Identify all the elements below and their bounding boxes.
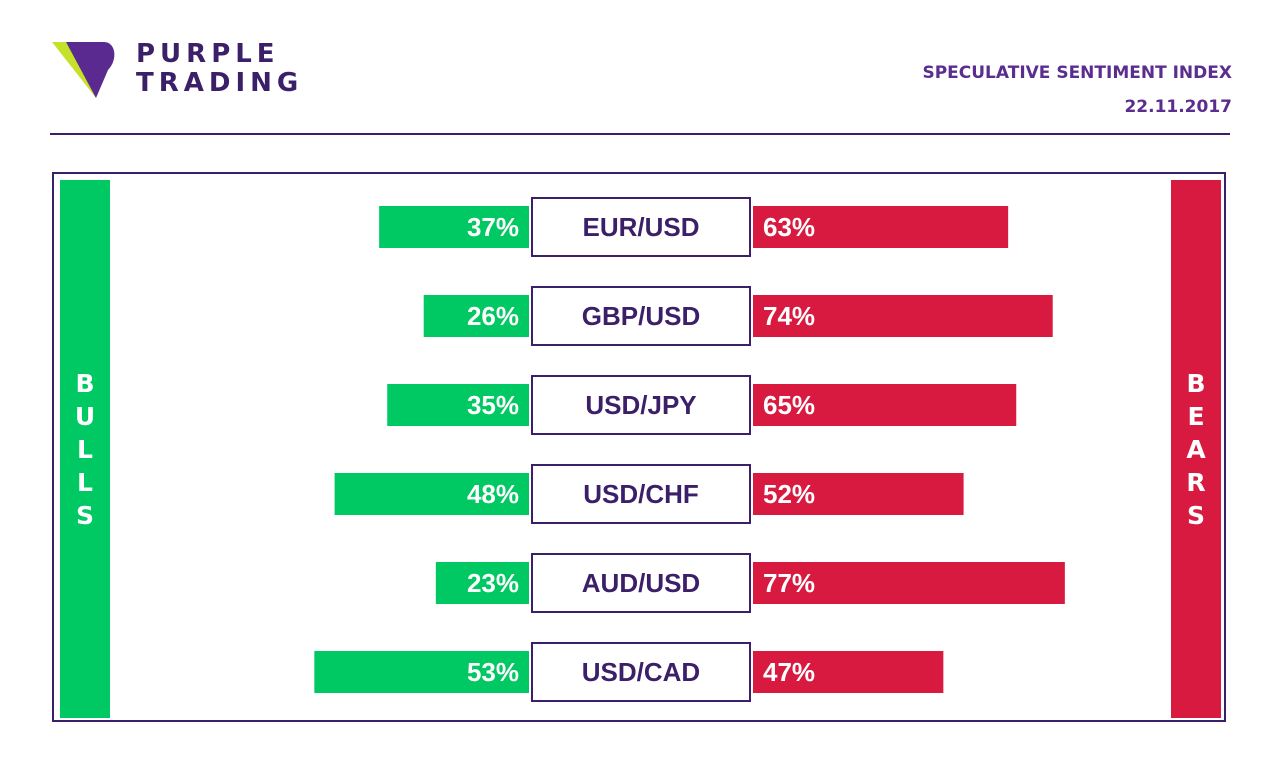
bulls-label-letter: B	[75, 368, 95, 398]
bulls-label-letter: L	[77, 467, 93, 497]
bulls-label-letter: U	[74, 401, 96, 431]
bulls-value-label: 23%	[467, 568, 519, 598]
bulls-bar	[387, 384, 529, 426]
pair-label: GBP/USD	[582, 301, 700, 331]
bears-bar	[753, 473, 964, 515]
bulls-value-label: 53%	[467, 657, 519, 687]
brand-line-2: TRADING	[136, 68, 304, 98]
pair-label: AUD/USD	[582, 568, 700, 598]
logo: PURPLE TRADING	[52, 40, 312, 100]
bears-label-letter: B	[1186, 368, 1206, 398]
page-title: SPECULATIVE SENTIMENT INDEX	[922, 63, 1232, 83]
bulls-bar	[334, 473, 529, 515]
bears-bar	[753, 384, 1017, 426]
pair-label-box	[531, 286, 751, 346]
bears-value-label: 74%	[763, 301, 815, 331]
bears-bar	[753, 651, 944, 693]
bears-label-letter: A	[1186, 434, 1206, 464]
report-date: 22.11.2017	[1124, 97, 1232, 117]
pair-label-box	[531, 553, 751, 613]
header-divider	[50, 133, 1230, 135]
chart-panel	[52, 172, 1226, 722]
bulls-bar	[379, 206, 529, 248]
bears-bar	[753, 562, 1065, 604]
bulls-bar	[435, 562, 529, 604]
pair-label: USD/JPY	[585, 390, 696, 420]
bears-value-label: 65%	[763, 390, 815, 420]
bears-value-label: 63%	[763, 212, 815, 242]
bears-label-letter: E	[1187, 401, 1205, 431]
pair-label: EUR/USD	[582, 212, 699, 242]
logo-mark-icon	[52, 42, 115, 98]
pair-label: USD/CAD	[582, 657, 700, 687]
bulls-value-label: 26%	[467, 301, 519, 331]
bulls-label-letter: L	[77, 434, 93, 464]
bears-bar	[753, 295, 1053, 337]
bulls-bar	[423, 295, 529, 337]
pair-label-box	[531, 375, 751, 435]
bulls-value-label: 35%	[467, 390, 519, 420]
pair-label: USD/CHF	[583, 479, 699, 509]
pair-label-box	[531, 197, 751, 257]
bears-value-label: 77%	[763, 568, 815, 598]
brand-name: PURPLE TRADING	[136, 40, 303, 98]
header-right: SPECULATIVE SENTIMENT INDEX 22.11.2017	[922, 56, 1232, 124]
bears-value-label: 52%	[763, 479, 815, 509]
brand-line-1: PURPLE	[136, 39, 280, 69]
bulls-value-label: 48%	[467, 479, 519, 509]
bears-label-letter: R	[1186, 467, 1206, 497]
bears-label-letter: S	[1186, 500, 1205, 530]
pair-label-box	[531, 642, 751, 702]
bears-bar	[753, 206, 1009, 248]
bulls-value-label: 37%	[467, 212, 519, 242]
pair-label-box	[531, 464, 751, 524]
bulls-label-letter: S	[75, 500, 94, 530]
bulls-bar	[314, 651, 529, 693]
bears-value-label: 47%	[763, 657, 815, 687]
